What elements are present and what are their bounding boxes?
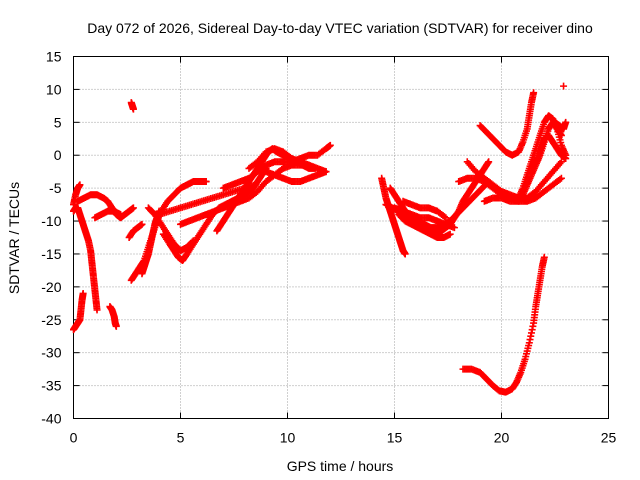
y-axis-label: SDTVAR / TECUs: [6, 182, 22, 294]
series-s24: [399, 197, 450, 222]
y-tick-label: 5: [54, 114, 62, 130]
data-point: [485, 158, 493, 166]
y-tick-label: 10: [46, 81, 62, 97]
data-point: [112, 322, 120, 330]
data-point: [129, 105, 137, 113]
chart-title: Day 072 of 2026, Sidereal Day-to-day VTE…: [87, 20, 593, 36]
data-point: [446, 230, 454, 238]
data-point: [557, 174, 565, 182]
grid: [73, 56, 609, 419]
series-s2: [70, 181, 84, 209]
y-tick-label: 0: [54, 147, 62, 163]
series-s33: [459, 253, 548, 396]
data-point: [76, 181, 84, 189]
series-s6: [106, 303, 120, 330]
data-point: [556, 175, 564, 183]
series-s30: [476, 89, 538, 159]
series-s19: [378, 174, 409, 258]
data-point: [129, 204, 137, 212]
data-point: [322, 168, 330, 176]
x-tick-label: 0: [70, 430, 78, 446]
y-tick-label: 15: [46, 49, 62, 65]
data-points: [70, 82, 570, 396]
series-s5: [91, 207, 125, 222]
data-point: [326, 141, 334, 149]
data-point: [202, 178, 210, 186]
y-tick-label: -10: [41, 213, 61, 229]
y-tick-label: -35: [41, 378, 61, 394]
series-s28: [515, 112, 570, 202]
x-tick-label: 20: [494, 430, 510, 446]
series-s18: [262, 168, 330, 186]
series-s17: [245, 145, 330, 176]
series-s7: [127, 99, 137, 113]
series-s3: [70, 204, 101, 314]
tick-labels: 0 5 10 15 20 25 -40 -35 -30 -25 -20 -15 -10 -5 0 5 10 15: [41, 49, 616, 446]
series-s31: [551, 118, 570, 133]
x-tick-label: 15: [387, 430, 403, 446]
data-point: [562, 155, 570, 163]
data-point: [401, 250, 409, 258]
x-tick-label: 5: [177, 430, 185, 446]
series-s8: [125, 220, 146, 241]
x-tick-label: 25: [601, 430, 617, 446]
data-point: [530, 89, 538, 97]
y-tick-label: -25: [41, 312, 61, 328]
data-point: [540, 253, 548, 261]
x-axis-label: GPS time / hours: [287, 458, 394, 474]
series-s22: [391, 204, 458, 232]
series-s29: [527, 131, 570, 172]
data-point: [562, 118, 570, 126]
series-s16: [219, 141, 334, 192]
series-s32: [560, 82, 568, 90]
data-point: [79, 289, 87, 297]
x-tick-label: 10: [280, 430, 296, 446]
y-tick-label: -20: [41, 279, 61, 295]
data-point: [93, 306, 101, 314]
data-point: [557, 158, 565, 166]
data-point: [440, 213, 448, 221]
y-tick-label: -30: [41, 345, 61, 361]
y-tick-label: -15: [41, 246, 61, 262]
data-point: [117, 210, 125, 218]
y-tick-label: -5: [49, 180, 62, 196]
axis-ticks: [73, 56, 609, 419]
data-point: [442, 214, 450, 222]
data-point: [560, 82, 568, 90]
data-point: [450, 224, 458, 232]
series-s23: [395, 210, 454, 241]
plot-frame: [73, 56, 609, 419]
y-tick-label: -40: [41, 411, 61, 427]
data-point: [138, 220, 146, 228]
series-s1: [70, 289, 87, 334]
